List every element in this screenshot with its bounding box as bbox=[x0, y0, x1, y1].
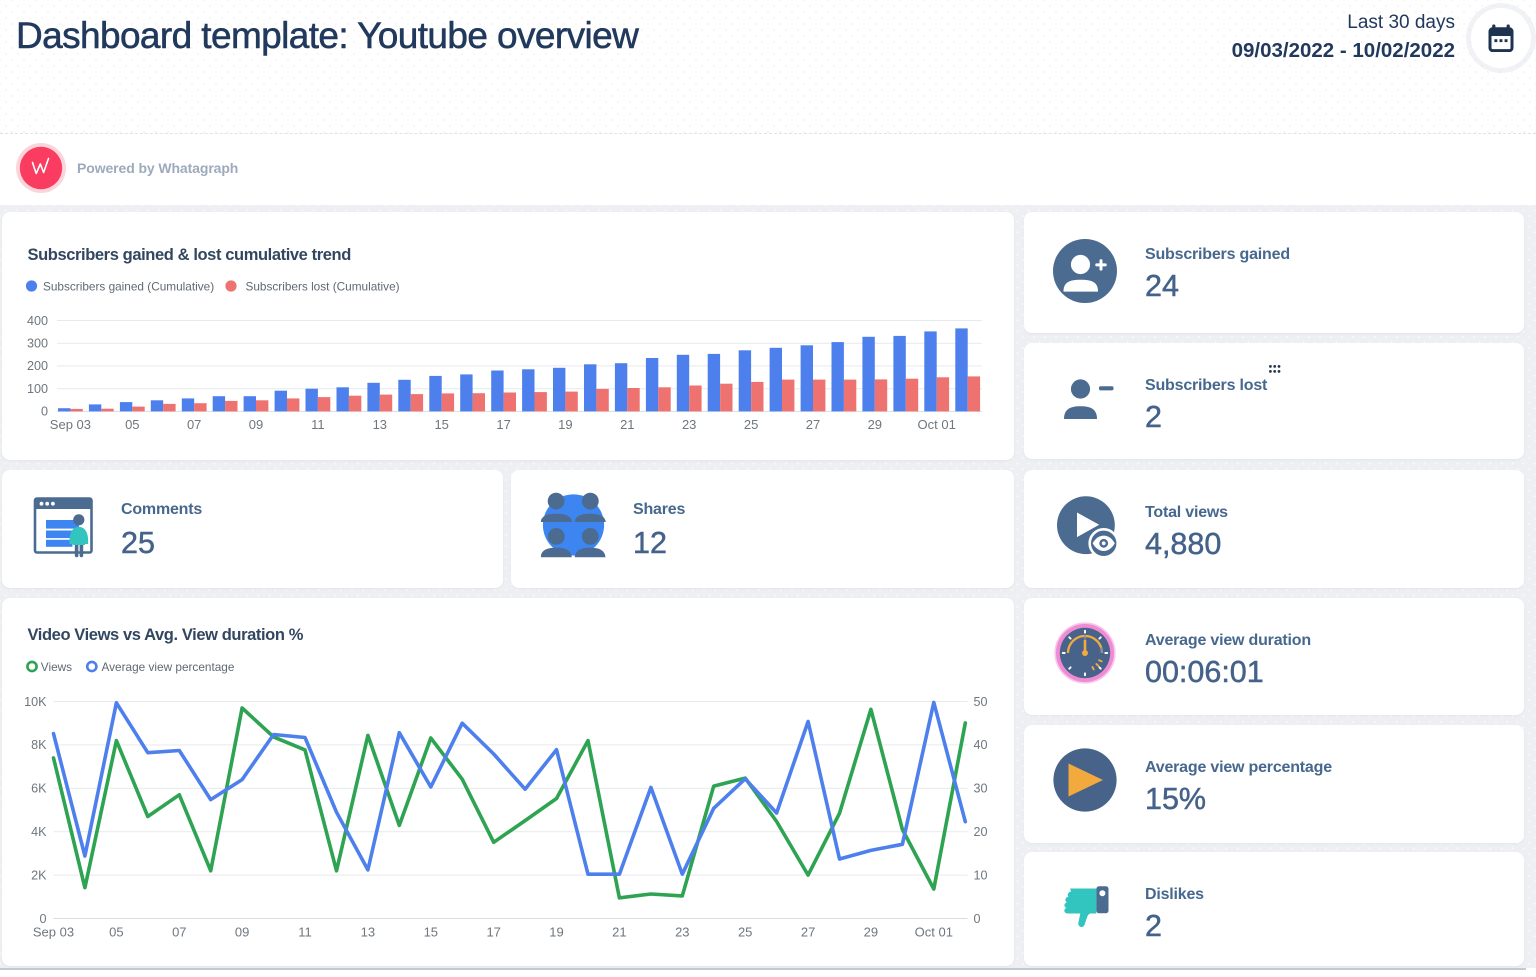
svg-text:Oct 01: Oct 01 bbox=[918, 417, 956, 432]
svg-text:05: 05 bbox=[125, 417, 139, 432]
svg-text:6K: 6K bbox=[31, 781, 47, 795]
svg-text:29: 29 bbox=[864, 924, 878, 939]
svg-text:13: 13 bbox=[361, 924, 375, 939]
svg-text:23: 23 bbox=[675, 924, 689, 939]
svg-text:4K: 4K bbox=[31, 825, 47, 839]
svg-text:11: 11 bbox=[298, 924, 312, 939]
svg-text:11: 11 bbox=[311, 417, 325, 432]
svg-text:15: 15 bbox=[424, 924, 438, 939]
svg-text:Average view percentage: Average view percentage bbox=[102, 659, 235, 673]
svg-text:05: 05 bbox=[109, 924, 123, 939]
svg-text:30: 30 bbox=[974, 781, 988, 795]
svg-text:50: 50 bbox=[974, 694, 988, 708]
svg-text:Subscribers gained & lost cumu: Subscribers gained & lost cumulative tre… bbox=[28, 246, 351, 264]
svg-text:07: 07 bbox=[172, 924, 186, 939]
svg-text:15: 15 bbox=[434, 417, 448, 432]
svg-text:13: 13 bbox=[373, 417, 387, 432]
svg-text:Views: Views bbox=[41, 659, 72, 673]
svg-text:21: 21 bbox=[612, 924, 626, 939]
svg-text:25: 25 bbox=[738, 924, 752, 939]
svg-text:10: 10 bbox=[974, 868, 988, 882]
svg-text:17: 17 bbox=[496, 417, 510, 432]
svg-text:Subscribers gained (Cumulative: Subscribers gained (Cumulative) bbox=[43, 279, 214, 293]
svg-text:100: 100 bbox=[27, 382, 48, 396]
svg-text:200: 200 bbox=[27, 359, 48, 373]
svg-text:400: 400 bbox=[27, 313, 48, 327]
svg-text:27: 27 bbox=[801, 924, 815, 939]
svg-text:2K: 2K bbox=[31, 868, 47, 882]
svg-text:Oct 01: Oct 01 bbox=[915, 924, 953, 939]
svg-text:20: 20 bbox=[974, 825, 988, 839]
svg-text:300: 300 bbox=[27, 336, 48, 350]
svg-text:19: 19 bbox=[549, 924, 563, 939]
svg-text:0: 0 bbox=[41, 404, 48, 418]
svg-text:Sep 03: Sep 03 bbox=[33, 924, 74, 939]
svg-text:21: 21 bbox=[620, 417, 634, 432]
svg-text:Sep 03: Sep 03 bbox=[50, 417, 91, 432]
svg-text:27: 27 bbox=[806, 417, 820, 432]
svg-text:0: 0 bbox=[39, 911, 46, 925]
svg-text:09: 09 bbox=[235, 924, 249, 939]
svg-text:8K: 8K bbox=[31, 738, 47, 752]
svg-text:07: 07 bbox=[187, 417, 201, 432]
svg-text:17: 17 bbox=[486, 924, 500, 939]
svg-text:29: 29 bbox=[868, 417, 882, 432]
svg-text:19: 19 bbox=[558, 417, 572, 432]
svg-text:25: 25 bbox=[744, 417, 758, 432]
svg-text:09: 09 bbox=[249, 417, 263, 432]
svg-text:40: 40 bbox=[974, 738, 988, 752]
svg-text:Subscribers lost (Cumulative): Subscribers lost (Cumulative) bbox=[246, 279, 400, 293]
svg-text:23: 23 bbox=[682, 417, 696, 432]
svg-text:Video Views vs Avg. View durat: Video Views vs Avg. View duration % bbox=[28, 626, 304, 644]
svg-text:0: 0 bbox=[974, 911, 981, 925]
svg-text:10K: 10K bbox=[24, 694, 47, 708]
